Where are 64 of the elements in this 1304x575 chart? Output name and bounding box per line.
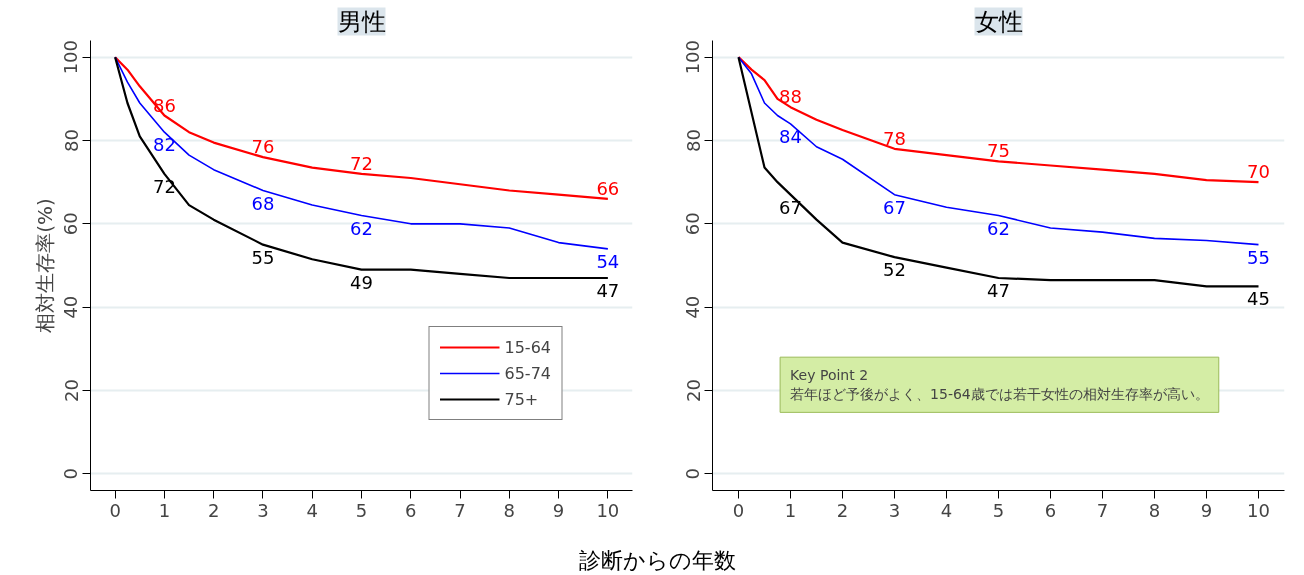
x-tick-label: 9 (552, 499, 565, 521)
y-tick-label: 100 (60, 39, 82, 75)
data-label: 88 (779, 86, 802, 108)
data-label: 84 (779, 125, 802, 147)
data-label: 70 (1247, 161, 1270, 183)
y-tick-label: 60 (682, 212, 704, 236)
legend-label: 15-64 (504, 337, 551, 357)
x-tick-label: 6 (1044, 499, 1057, 521)
x-tick-label: 10 (596, 499, 620, 521)
x-tick-label: 3 (888, 499, 901, 521)
x-tick-label: 5 (355, 499, 368, 521)
y-tick-label: 40 (60, 295, 82, 319)
x-tick-label: 4 (940, 499, 953, 521)
y-tick-label: 20 (60, 379, 82, 402)
data-label: 49 (350, 271, 373, 293)
y-tick-label: 80 (682, 129, 704, 152)
x-tick-label: 8 (1148, 499, 1161, 521)
y-tick-label: 0 (682, 468, 704, 480)
x-tick-label: 7 (1096, 499, 1109, 521)
x-tick-label: 4 (306, 499, 318, 521)
data-label: 78 (883, 127, 906, 149)
y-tick-label: 20 (682, 379, 704, 402)
y-tick-label: 80 (60, 129, 82, 152)
data-label: 76 (251, 136, 275, 158)
x-tick-label: 9 (1200, 499, 1213, 521)
data-label: 68 (251, 192, 275, 214)
y-axis-title: 相対生存率(%) (32, 198, 57, 333)
data-label: 54 (596, 250, 620, 272)
data-label: 55 (251, 246, 275, 268)
x-axis-title: 診断からの年数 (578, 547, 736, 575)
x-tick-label: 0 (109, 499, 121, 521)
data-label: 47 (596, 280, 620, 301)
legend-label: 75+ (504, 389, 539, 409)
x-tick-label: 1 (784, 499, 797, 521)
x-tick-label: 6 (405, 499, 417, 521)
annotation: Key Point 2 若年ほど予後がよく、15-64歳では若干女性の相対生存率が高い。 (790, 367, 1209, 403)
data-label: 62 (987, 217, 1010, 239)
x-tick-label: 2 (836, 499, 849, 521)
data-label: 47 (987, 280, 1010, 301)
x-tick-label: 1 (158, 499, 171, 521)
y-tick-label: 0 (60, 468, 82, 480)
data-label: 86 (152, 94, 176, 116)
y-tick-label: 40 (682, 295, 704, 319)
y-tick-label: 60 (60, 212, 82, 236)
legend-label: 65-74 (504, 363, 551, 383)
data-label: 55 (1247, 246, 1270, 268)
x-tick-label: 5 (992, 499, 1005, 521)
x-tick-label: 0 (732, 499, 745, 521)
data-label: 72 (350, 152, 373, 174)
chart-title: 男性 (337, 7, 386, 36)
data-label: 67 (883, 196, 906, 218)
data-label: 75 (987, 140, 1010, 162)
data-label: 52 (883, 259, 906, 281)
x-tick-label: 7 (454, 499, 466, 521)
x-tick-label: 10 (1247, 499, 1270, 521)
y-tick-label: 100 (682, 39, 704, 75)
chart-title: 女性 (974, 7, 1023, 36)
data-label: 62 (350, 217, 373, 239)
data-label: 66 (596, 177, 620, 199)
x-tick-label: 3 (257, 499, 269, 521)
x-tick-label: 8 (503, 499, 516, 521)
x-tick-label: 2 (207, 499, 220, 521)
data-label: 45 (1247, 288, 1270, 310)
data-label: 82 (152, 134, 176, 156)
